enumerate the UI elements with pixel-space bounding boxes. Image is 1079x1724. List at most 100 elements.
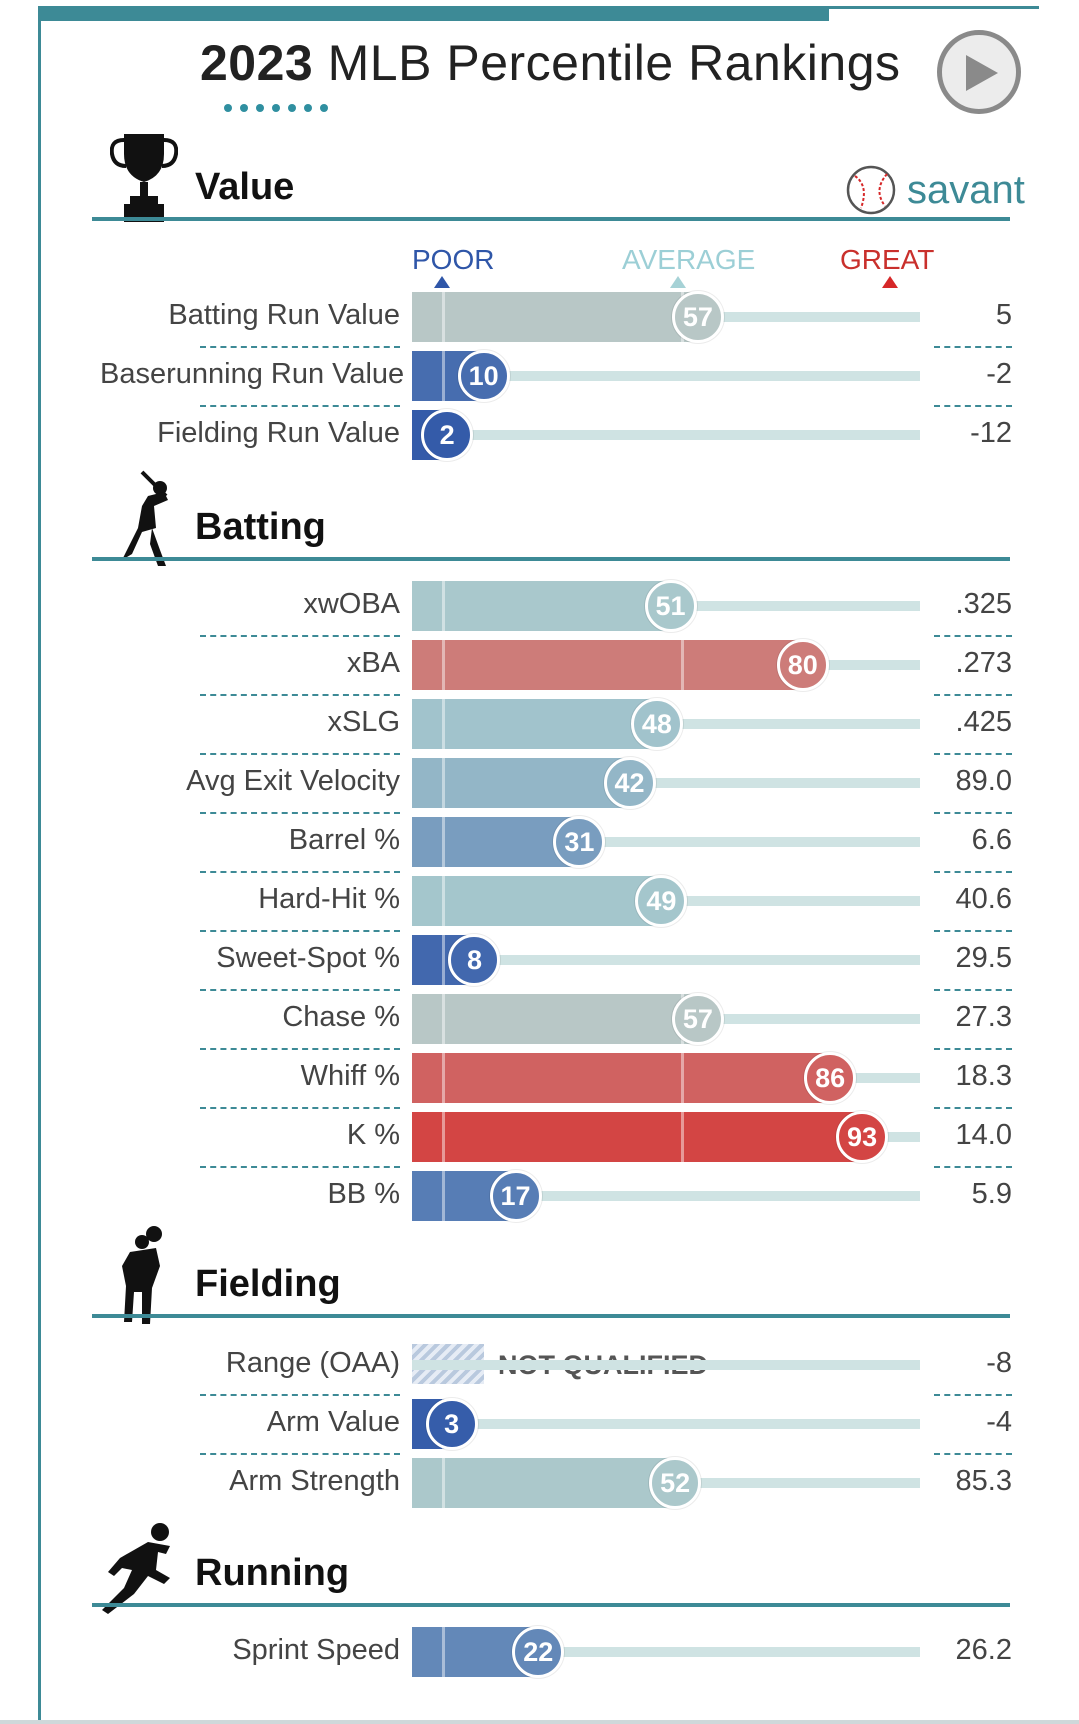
- percentile-bubble-arm-strength[interactable]: 52: [649, 1457, 702, 1509]
- bar-tick-poor: [442, 817, 446, 867]
- row-divider-right: [934, 989, 1012, 991]
- row-divider-left: [200, 930, 400, 932]
- frame-top-bar: [38, 6, 829, 21]
- metric-label-batting-run-value: Batting Run Value: [168, 299, 400, 331]
- metric-value-batting-run-value: 5: [995, 299, 1012, 331]
- percentile-bubble-sweet-spot[interactable]: 8: [448, 934, 501, 986]
- metric-label-range-oaa: Range (OAA): [225, 1347, 400, 1379]
- bar-tick-poor: [442, 351, 446, 401]
- bar-tick-poor: [442, 758, 446, 808]
- section-title-fielding: Fielding: [195, 1263, 341, 1305]
- metric-label-xwoba: xwOBA: [303, 588, 400, 620]
- percentile-bubble-chase[interactable]: 57: [671, 993, 724, 1045]
- bar-tick-poor: [442, 292, 446, 342]
- metric-label-arm-value: Arm Value: [266, 1406, 400, 1438]
- percentile-track-sprint-speed: [412, 1647, 920, 1657]
- percentile-bubble-xslg[interactable]: 48: [630, 698, 683, 750]
- play-icon: [966, 55, 998, 91]
- percentile-track-barrel: [412, 837, 920, 847]
- metric-value-xwoba: .325: [955, 588, 1012, 620]
- bar-tick-poor: [442, 1627, 446, 1677]
- section-title-running: Running: [195, 1552, 350, 1594]
- metric-value-chase: 27.3: [955, 1001, 1012, 1033]
- row-divider-left: [200, 1048, 400, 1050]
- savant-brand[interactable]: savant: [845, 164, 1025, 216]
- frame-top-line: [829, 6, 1039, 9]
- title-text: MLB Percentile Rankings: [327, 35, 901, 91]
- row-divider-left: [200, 753, 400, 755]
- bar-tick-poor: [442, 699, 446, 749]
- metric-label-xslg: xSLG: [327, 706, 400, 738]
- baseball-icon: [846, 165, 896, 215]
- percentile-bar-arm-strength: [412, 1458, 676, 1508]
- row-divider-left: [200, 1107, 400, 1109]
- metric-label-chase: Chase %: [282, 1001, 400, 1033]
- row-divider-left: [200, 871, 400, 873]
- percentile-track-avg-exit-velocity: [412, 778, 920, 788]
- row-divider-right: [934, 1453, 1012, 1455]
- percentile-bubble-fielding-run-value[interactable]: 2: [421, 409, 474, 461]
- metric-value-xslg: .425: [955, 706, 1012, 738]
- percentile-bubble-xwoba[interactable]: 51: [644, 580, 697, 632]
- bar-tick-poor: [442, 1171, 446, 1221]
- percentile-bubble-sprint-speed[interactable]: 22: [512, 1626, 565, 1678]
- percentile-bubble-arm-value[interactable]: 3: [425, 1398, 478, 1450]
- percentile-bubble-k[interactable]: 93: [836, 1111, 889, 1163]
- metric-value-k: 14.0: [955, 1119, 1012, 1151]
- metric-label-xba: xBA: [346, 647, 400, 679]
- metric-value-sweet-spot: 29.5: [955, 942, 1012, 974]
- metric-value-fielding-run-value: -12: [970, 417, 1012, 449]
- play-button[interactable]: [937, 30, 1021, 114]
- percentile-bubble-bb[interactable]: 17: [489, 1170, 542, 1222]
- metric-label-k: K %: [346, 1119, 400, 1151]
- metric-label-barrel: Barrel %: [288, 824, 400, 856]
- row-divider-right: [934, 635, 1012, 637]
- percentile-track-bb: [412, 1191, 920, 1201]
- scale-poor-marker: [434, 276, 450, 288]
- row-divider-left: [200, 812, 400, 814]
- title-dots: [224, 104, 328, 112]
- metric-value-bb: 5.9: [971, 1178, 1012, 1210]
- percentile-bubble-avg-exit-velocity[interactable]: 42: [603, 757, 656, 809]
- savant-label: savant: [907, 167, 1025, 212]
- frame-left-border: [38, 6, 41, 1724]
- percentile-bubble-barrel[interactable]: 31: [553, 816, 606, 868]
- row-divider-right: [934, 930, 1012, 932]
- row-divider-right: [934, 1394, 1012, 1396]
- scale-poor-label: POOR: [412, 244, 495, 275]
- row-divider-left: [200, 1453, 400, 1455]
- row-divider-left: [200, 346, 400, 348]
- bar-tick-poor: [442, 994, 446, 1044]
- percentile-bubble-whiff[interactable]: 86: [804, 1052, 857, 1104]
- trophy-icon: [110, 134, 178, 222]
- percentile-track-baserunning-run-value: [412, 371, 920, 381]
- metric-label-bb: BB %: [327, 1178, 400, 1210]
- row-divider-right: [934, 812, 1012, 814]
- bar-tick-poor: [442, 876, 446, 926]
- metric-label-whiff: Whiff %: [300, 1060, 400, 1092]
- percentile-bubble-xba[interactable]: 80: [776, 639, 829, 691]
- row-divider-left: [200, 989, 400, 991]
- metric-value-barrel: 6.6: [971, 824, 1012, 856]
- title-year: 2023: [200, 35, 314, 91]
- row-divider-right: [934, 871, 1012, 873]
- bar-tick-poor: [442, 1458, 446, 1508]
- metric-value-range-oaa: -8: [986, 1347, 1012, 1379]
- batter-icon: [122, 470, 168, 566]
- percentile-bar-whiff: [412, 1053, 831, 1103]
- row-divider-right: [934, 1048, 1012, 1050]
- bar-tick-poor: [442, 1053, 446, 1103]
- metric-value-whiff: 18.3: [955, 1060, 1012, 1092]
- percentile-bubble-baserunning-run-value[interactable]: 10: [457, 350, 510, 402]
- percentile-bar-xba: [412, 640, 803, 690]
- metric-value-arm-value: -4: [986, 1406, 1012, 1438]
- percentile-track-arm-value: [412, 1419, 920, 1429]
- metric-label-baserunning-run-value: Baserunning Run Value: [100, 358, 405, 390]
- runner-icon: [102, 1523, 170, 1614]
- bar-tick-poor: [442, 581, 446, 631]
- bar-tick-poor: [442, 1112, 446, 1162]
- row-divider-right: [934, 753, 1012, 755]
- percentile-bubble-hard-hit[interactable]: 49: [635, 875, 688, 927]
- percentile-bubble-batting-run-value[interactable]: 57: [671, 291, 724, 343]
- bar-tick-average: [681, 640, 685, 690]
